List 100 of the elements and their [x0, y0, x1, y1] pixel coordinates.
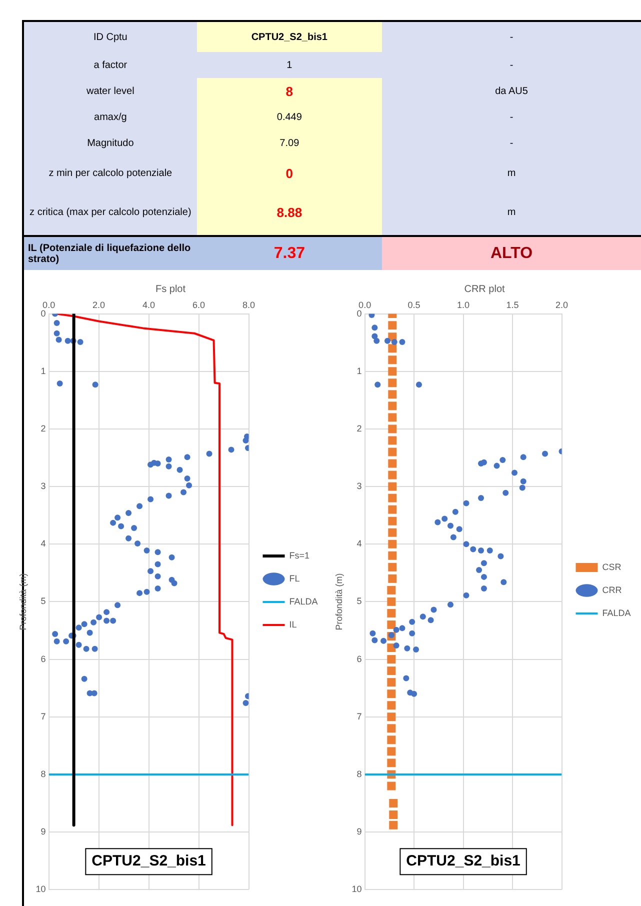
point	[456, 526, 462, 532]
point	[388, 505, 397, 514]
text: z critica (max per calcolo potenziale)	[24, 190, 197, 236]
y-tick-label: 8	[40, 768, 46, 779]
point	[388, 367, 397, 376]
point	[388, 356, 397, 364]
y-tick-label: 4	[356, 538, 362, 549]
x-tick-label: 8.0	[242, 300, 256, 310]
point	[389, 820, 398, 830]
point	[387, 690, 396, 698]
point	[388, 321, 397, 330]
point	[519, 484, 526, 491]
text: -	[382, 22, 641, 52]
point	[388, 424, 397, 434]
point	[388, 516, 397, 526]
x-tick-label: 0.0	[358, 300, 372, 310]
text: Magnitudo	[24, 130, 197, 156]
y-tick-label: 1	[356, 366, 362, 376]
point	[388, 551, 397, 560]
y-tick-label: 2	[356, 423, 362, 434]
annotation: CPTU2_S2_bis1	[406, 852, 520, 870]
point	[463, 500, 470, 506]
legend-label: CRR	[602, 584, 622, 595]
point	[388, 390, 397, 399]
point	[388, 574, 397, 583]
legend-label: FALDA	[289, 596, 318, 606]
y-tick-label: 5	[40, 596, 46, 606]
point	[502, 490, 509, 496]
point	[480, 560, 487, 566]
y-tick-label: 5	[356, 596, 362, 606]
point	[389, 810, 398, 819]
text: m	[382, 190, 641, 236]
y-tick-label: 6	[40, 654, 46, 664]
point	[387, 666, 396, 676]
point	[476, 567, 482, 574]
point	[388, 448, 397, 456]
y-tick-label: 7	[356, 711, 362, 722]
text: 8	[196, 78, 382, 104]
x-tick-label: 6.0	[192, 300, 206, 310]
point	[520, 454, 526, 460]
text: ALTO	[382, 236, 641, 270]
text: IL (Potenziale di liquefazione dello strato)	[24, 236, 197, 270]
point	[542, 450, 548, 457]
point	[393, 642, 400, 648]
point	[442, 516, 448, 522]
text: 1	[196, 52, 382, 78]
point	[388, 494, 397, 502]
point	[374, 382, 381, 388]
point	[388, 402, 397, 410]
point	[387, 608, 396, 618]
y-tick-label: 3	[356, 481, 362, 492]
text: m	[382, 156, 641, 190]
point	[428, 617, 434, 624]
point	[387, 736, 396, 744]
y-tick-label: 9	[356, 826, 362, 837]
y-tick-label: 3	[40, 481, 46, 492]
point	[486, 547, 493, 554]
text: ID Cptu	[24, 22, 197, 52]
point	[409, 630, 416, 636]
point	[498, 553, 504, 560]
y-tick-label: 10	[36, 884, 46, 894]
point	[450, 534, 456, 540]
point	[372, 324, 378, 331]
point	[387, 701, 396, 710]
point	[388, 413, 397, 422]
point	[387, 747, 396, 756]
point	[463, 541, 470, 548]
point	[388, 482, 397, 491]
y-tick-label: 7	[40, 711, 46, 722]
y-tick-label: 0	[40, 308, 46, 318]
point	[387, 782, 396, 790]
text: 7.09	[196, 130, 382, 156]
point	[387, 620, 396, 629]
point	[478, 495, 484, 502]
legend-label: CSR	[602, 562, 622, 572]
y-tick-label: 9	[40, 826, 46, 837]
chart-title: CRR plot	[464, 284, 505, 295]
text: -	[382, 104, 641, 130]
point	[463, 592, 470, 598]
point	[500, 579, 507, 586]
point	[387, 724, 396, 733]
chart-title: Fs plot	[155, 284, 186, 295]
text: 8.88	[196, 190, 382, 236]
y-tick-label: 4	[40, 538, 46, 549]
y-tick-label: 2	[40, 423, 46, 434]
text: amax/g	[24, 104, 197, 130]
point	[387, 678, 396, 687]
point	[388, 436, 397, 445]
text: z min per calcolo potenziale	[24, 156, 197, 190]
point	[393, 626, 400, 633]
text: a factor	[24, 52, 197, 78]
legend-label: IL	[289, 619, 297, 630]
point	[478, 547, 484, 554]
point	[380, 638, 387, 644]
point	[399, 339, 406, 346]
text: da AU5	[382, 78, 641, 104]
annotation: CPTU2_S2_bis1	[92, 852, 206, 870]
point	[416, 382, 422, 388]
text: water level	[24, 78, 197, 104]
point	[387, 586, 396, 594]
